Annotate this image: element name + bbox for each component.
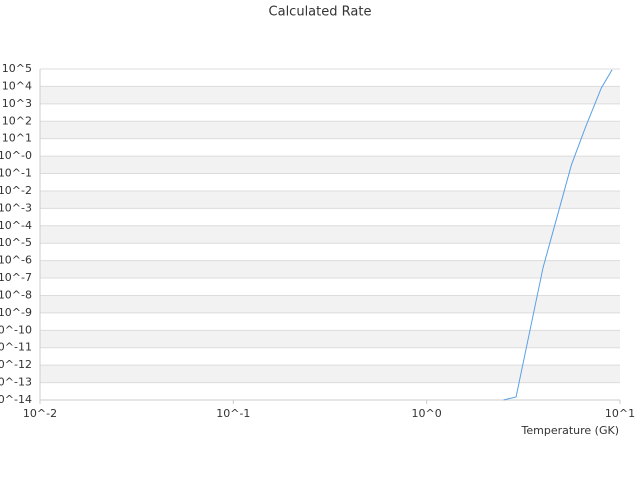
series-line (503, 69, 613, 401)
grid-band (40, 225, 620, 244)
y-tick-label: 10^-13 (0, 376, 32, 389)
y-tick-label: 10^-2 (0, 184, 32, 197)
x-tick-label: 10^-1 (216, 407, 250, 420)
y-tick-label: 10^-1 (0, 167, 32, 180)
grid-band (40, 365, 620, 383)
y-tick-label: 10^-12 (0, 358, 32, 371)
x-tick-label: 10^0 (412, 407, 442, 420)
y-tick-label: 10^-14 (0, 393, 32, 406)
y-tick-label: 10^-5 (0, 236, 32, 249)
grid-band (40, 330, 620, 348)
y-tick-label: 10^-7 (0, 271, 32, 284)
y-tick-label: 10^-9 (0, 306, 32, 319)
y-tick-label: 10^-11 (0, 341, 32, 354)
y-tick-label: 10^-8 (0, 288, 32, 301)
y-tick-label: 10^-4 (0, 219, 32, 232)
x-axis-label: Temperature (GK) (521, 424, 620, 437)
y-tick-label: 10^3 (2, 97, 32, 110)
grid-band (40, 190, 620, 209)
y-tick-label: 10^2 (2, 114, 32, 127)
grid-band (40, 156, 620, 174)
y-tick-label: 10^-10 (0, 323, 32, 336)
grid-band (40, 121, 620, 139)
y-tick-label: 10^-6 (0, 254, 32, 267)
chart-title: Calculated Rate (269, 5, 372, 20)
y-tick-label: 10^5 (2, 62, 32, 75)
y-tick-label: 10^4 (2, 79, 32, 92)
y-tick-label: 10^-0 (0, 149, 32, 162)
grid-band (40, 86, 620, 104)
y-tick-label: 10^-3 (0, 201, 32, 214)
grid-band (40, 260, 620, 279)
x-tick-label: 10^1 (605, 407, 635, 420)
bands (40, 86, 620, 383)
grid-band (40, 295, 620, 313)
y-tick-label: 10^1 (2, 132, 32, 145)
x-tick-label: 10^-2 (23, 407, 57, 420)
